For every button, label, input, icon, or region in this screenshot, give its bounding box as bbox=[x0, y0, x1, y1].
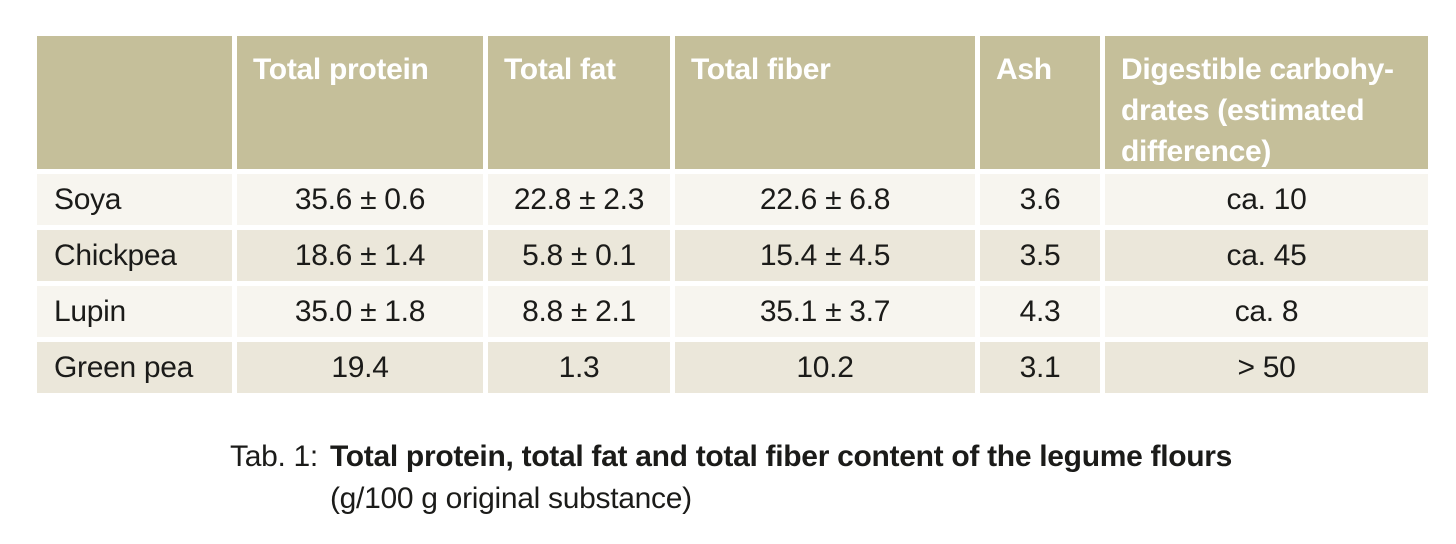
cell-chickpea-ash: 3.5 bbox=[980, 230, 1100, 281]
cell-green-pea-ash: 3.1 bbox=[980, 342, 1100, 393]
cell-lupin-total-fiber: 35.1 ± 3.7 bbox=[675, 286, 975, 337]
col-header-total-protein: Total protein bbox=[237, 36, 483, 169]
row-label-soya: Soya bbox=[37, 174, 232, 225]
caption-text: Total protein, total fat and total fiber… bbox=[330, 436, 1232, 520]
caption-subtitle: (g/100 g original substance) bbox=[329, 482, 692, 515]
cell-lupin-total-protein: 35.0 ± 1.8 bbox=[237, 286, 483, 337]
col-header-total-fiber: Total fiber bbox=[675, 36, 975, 169]
cell-soya-total-protein: 35.6 ± 0.6 bbox=[237, 174, 483, 225]
cell-green-pea-total-fat: 1.3 bbox=[488, 342, 670, 393]
row-label-lupin: Lupin bbox=[37, 286, 232, 337]
col-header-digestible-carbohydrates: Digestible carbohy- drates (estimated di… bbox=[1105, 36, 1428, 169]
col-header-total-fat: Total fat bbox=[488, 36, 670, 169]
caption-title: Total protein, total fat and total fiber… bbox=[329, 440, 1233, 473]
cell-soya-ash: 3.6 bbox=[980, 174, 1100, 225]
cell-chickpea-total-protein: 18.6 ± 1.4 bbox=[237, 230, 483, 281]
cell-chickpea-total-fat: 5.8 ± 0.1 bbox=[488, 230, 670, 281]
cell-lupin-total-fat: 8.8 ± 2.1 bbox=[488, 286, 670, 337]
cell-green-pea-total-protein: 19.4 bbox=[237, 342, 483, 393]
col-header-empty bbox=[37, 36, 232, 169]
cell-lupin-digestible-carbohydrates: ca. 8 bbox=[1105, 286, 1428, 337]
cell-green-pea-digestible-carbohydrates: > 50 bbox=[1105, 342, 1428, 393]
cell-lupin-ash: 4.3 bbox=[980, 286, 1100, 337]
row-label-green-pea: Green pea bbox=[37, 342, 232, 393]
cell-soya-digestible-carbohydrates: ca. 10 bbox=[1105, 174, 1428, 225]
cell-chickpea-total-fiber: 15.4 ± 4.5 bbox=[675, 230, 975, 281]
table-caption: Tab. 1: Total protein, total fat and tot… bbox=[230, 436, 1232, 520]
cell-soya-total-fiber: 22.6 ± 6.8 bbox=[675, 174, 975, 225]
cell-soya-total-fat: 22.8 ± 2.3 bbox=[488, 174, 670, 225]
cell-chickpea-digestible-carbohydrates: ca. 45 bbox=[1105, 230, 1428, 281]
row-label-chickpea: Chickpea bbox=[37, 230, 232, 281]
col-header-ash: Ash bbox=[980, 36, 1100, 169]
legume-flour-table: Total protein Total fat Total fiber Ash … bbox=[37, 36, 1428, 393]
cell-green-pea-total-fiber: 10.2 bbox=[675, 342, 975, 393]
caption-number: Tab. 1: bbox=[230, 440, 318, 473]
